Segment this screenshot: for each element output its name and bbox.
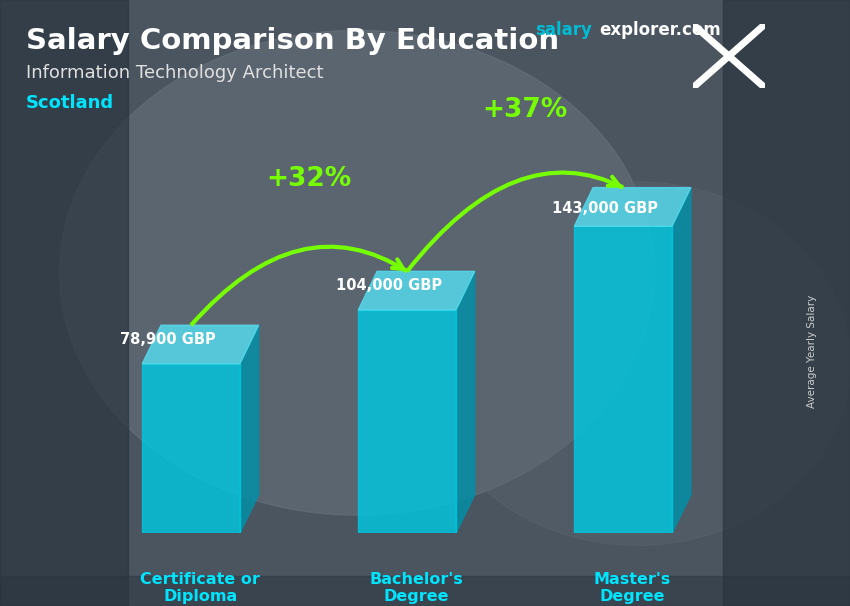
Text: Certificate or
Diploma: Certificate or Diploma: [140, 572, 260, 604]
Text: 143,000 GBP: 143,000 GBP: [552, 201, 658, 216]
Polygon shape: [240, 325, 258, 533]
Bar: [0, 0, 128, 606]
Bar: [0, 576, 850, 606]
Text: Bachelor's
Degree: Bachelor's Degree: [370, 572, 463, 604]
Text: 78,900 GBP: 78,900 GBP: [120, 331, 215, 347]
Text: explorer.com: explorer.com: [599, 21, 721, 39]
Text: 104,000 GBP: 104,000 GBP: [336, 278, 442, 293]
Polygon shape: [672, 188, 691, 533]
Text: +37%: +37%: [482, 97, 567, 123]
Polygon shape: [142, 325, 258, 364]
Text: Information Technology Architect: Information Technology Architect: [26, 64, 323, 82]
Text: Average Yearly Salary: Average Yearly Salary: [807, 295, 817, 408]
Bar: [142, 364, 240, 533]
Text: salary: salary: [536, 21, 592, 39]
Text: Master's
Degree: Master's Degree: [594, 572, 672, 604]
Bar: [722, 0, 850, 606]
Bar: [575, 226, 672, 533]
Polygon shape: [575, 188, 691, 226]
Text: +32%: +32%: [266, 166, 351, 192]
Text: Salary Comparison By Education: Salary Comparison By Education: [26, 27, 558, 55]
Polygon shape: [358, 271, 475, 310]
Polygon shape: [456, 271, 475, 533]
Ellipse shape: [425, 182, 850, 545]
Text: Scotland: Scotland: [26, 94, 114, 112]
Ellipse shape: [60, 30, 654, 515]
Bar: [358, 310, 456, 533]
